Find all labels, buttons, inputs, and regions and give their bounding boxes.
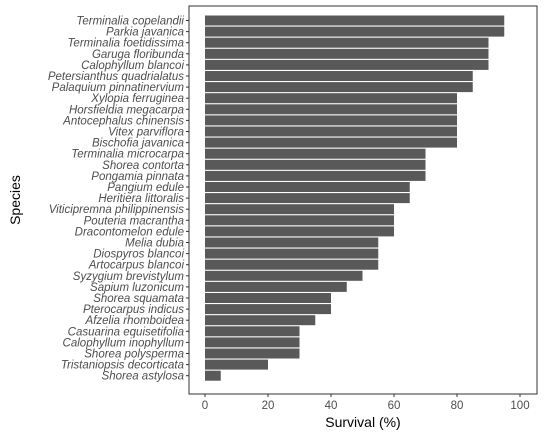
y-tick-label: Shorea astylosa bbox=[102, 371, 184, 383]
y-tick-label: Shorea contorta bbox=[102, 160, 184, 172]
bar bbox=[205, 137, 457, 148]
y-tick-label: Sapium luzonicum bbox=[90, 282, 184, 294]
y-tick-label: Viticipremna philippinensis bbox=[49, 204, 185, 216]
bar bbox=[205, 215, 394, 226]
y-tick-label: Pterocarpus indicus bbox=[83, 304, 184, 316]
bar bbox=[205, 293, 331, 303]
bars-group bbox=[205, 15, 505, 381]
y-tick-label: Petersianthus quadrialatus bbox=[48, 71, 184, 83]
bar bbox=[205, 126, 457, 137]
y-tick-label: Parkia javanica bbox=[106, 27, 184, 39]
bar bbox=[205, 237, 379, 248]
bar bbox=[205, 37, 489, 48]
y-tick-label: Melia dubia bbox=[125, 238, 184, 250]
y-tick-label: Pongamia pinnata bbox=[91, 171, 184, 183]
y-tick-label: Afzelia rhomboidea bbox=[85, 315, 184, 327]
bar bbox=[205, 204, 394, 215]
y-tick-label: Xylopia ferruginea bbox=[90, 93, 184, 105]
bar bbox=[205, 104, 457, 115]
y-tick-label: Terminalia foetidissima bbox=[67, 38, 184, 50]
bar bbox=[205, 259, 379, 270]
y-tick-label: Garuga floribunda bbox=[92, 49, 184, 61]
y-tick-label: Pangium edule bbox=[107, 182, 184, 194]
bar bbox=[205, 71, 473, 81]
y-tick-label: Palaquium pinnatinervium bbox=[52, 82, 185, 94]
bar bbox=[205, 115, 457, 126]
y-tick-label: Heritiera littoralis bbox=[98, 193, 184, 205]
y-tick-label: Calophyllum blancoi bbox=[81, 60, 184, 72]
y-tick-label: Diospyros blancoi bbox=[93, 249, 184, 261]
bar bbox=[205, 170, 426, 181]
bar bbox=[205, 337, 300, 348]
x-tick-label: 20 bbox=[262, 400, 275, 412]
bar bbox=[205, 15, 505, 26]
x-tick-label: 0 bbox=[202, 400, 208, 412]
x-tick-label: 80 bbox=[451, 400, 464, 412]
y-tick-label: Calophyllum inophyllum bbox=[63, 337, 185, 349]
y-tick-label: Pouteria macrantha bbox=[84, 215, 184, 227]
y-tick-label: Bischofia javanica bbox=[92, 138, 184, 150]
bar bbox=[205, 226, 394, 237]
y-tick-label: Tristaniopsis decorticata bbox=[61, 360, 184, 372]
y-tick-label: Shorea polysperma bbox=[84, 349, 184, 361]
y-tick-label: Vitex parviflora bbox=[108, 127, 184, 139]
bar bbox=[205, 248, 379, 259]
y-tick-label: Shorea squamata bbox=[93, 293, 184, 305]
y-tick-label: Terminalia copelandii bbox=[76, 16, 184, 28]
bar bbox=[205, 359, 268, 370]
bar bbox=[205, 93, 457, 104]
bar bbox=[205, 26, 505, 37]
bar bbox=[205, 270, 363, 281]
x-tick-label: 60 bbox=[388, 400, 401, 412]
x-axis-title: Survival (%) bbox=[325, 414, 400, 430]
x-axis-ticks: 0 20 40 60 80 100 bbox=[202, 394, 530, 412]
bar bbox=[205, 348, 300, 359]
bar bbox=[205, 326, 300, 337]
bar bbox=[205, 182, 410, 192]
bar bbox=[205, 281, 347, 292]
bar bbox=[205, 315, 316, 326]
bar bbox=[205, 159, 426, 170]
y-tick-label: Horsfieldia megacarpa bbox=[69, 104, 184, 116]
bar bbox=[205, 370, 221, 381]
bar bbox=[205, 59, 489, 70]
y-tick-label: Casuarina equisetifolia bbox=[68, 326, 184, 338]
bar bbox=[205, 193, 410, 204]
y-tick-label: Syzygium brevistylum bbox=[73, 271, 185, 283]
y-tick-label: Terminalia microcarpa bbox=[71, 149, 184, 161]
y-tick-label: Artocarpus blancoi bbox=[88, 260, 185, 272]
y-tick-label: Antocephalus chinensis bbox=[62, 115, 184, 127]
x-tick-label: 100 bbox=[510, 400, 529, 412]
bar bbox=[205, 148, 426, 159]
x-tick-label: 40 bbox=[325, 400, 338, 412]
bar bbox=[205, 82, 473, 93]
bar bbox=[205, 48, 489, 59]
bar bbox=[205, 304, 331, 315]
y-axis-title: Species bbox=[7, 175, 23, 225]
y-tick-label: Dracontomelon edule bbox=[75, 226, 184, 238]
